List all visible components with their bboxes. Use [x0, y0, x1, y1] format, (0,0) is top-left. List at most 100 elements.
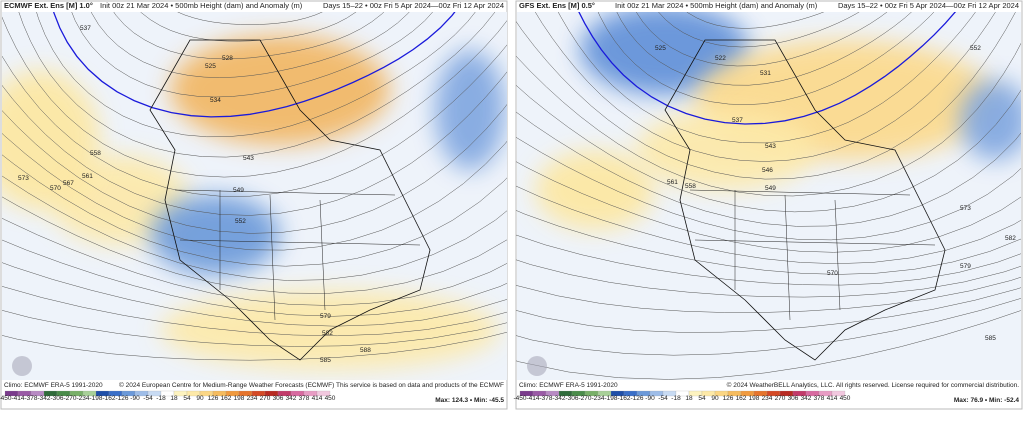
contour-label: 522 — [715, 55, 726, 62]
climo-note: Climo: ECMWF ERA-5 1991-2020 — [4, 382, 103, 389]
contour-label: 549 — [233, 187, 244, 194]
credit-note: © 2024 WeatherBELL Analytics, LLC. All r… — [727, 381, 1020, 389]
colorbar-label: 414 — [312, 395, 323, 402]
contour — [2, 196, 507, 294]
colorbar-label: -306 — [50, 395, 63, 402]
colorbar-label: -378 — [24, 395, 37, 402]
colorbar-label: -54 — [143, 395, 153, 402]
contour — [2, 286, 507, 337]
colorbar-label: -414 — [526, 395, 539, 402]
key-contour — [53, 12, 456, 118]
colorbar-label: 162 — [736, 395, 747, 402]
anomaly-area — [170, 35, 390, 145]
contour-label: 537 — [732, 117, 743, 124]
contour-label: 534 — [210, 97, 221, 104]
contour — [686, 12, 825, 29]
borders — [174, 189, 421, 321]
contour-label: 549 — [765, 185, 776, 192]
contour-label: 570 — [50, 185, 61, 192]
contour — [2, 262, 507, 327]
contour — [516, 136, 1021, 241]
contour — [90, 12, 410, 78]
colorbar-label: 270 — [260, 395, 271, 402]
colorbar-label: -342 — [37, 395, 50, 402]
contour-label: 582 — [322, 330, 333, 337]
colorbar-label: 234 — [762, 395, 773, 402]
logo — [527, 356, 547, 376]
colorbar-bin — [316, 390, 331, 397]
anomaly-area — [960, 80, 1021, 160]
colorbar-label: -450 — [513, 395, 526, 402]
contour — [18, 12, 496, 158]
colorbar-label: 54 — [698, 395, 706, 402]
colorbar-label: 270 — [775, 395, 786, 402]
colorbar-label: 162 — [221, 395, 232, 402]
colorbar-label: -18 — [671, 395, 681, 402]
contour-label: 570 — [827, 270, 838, 277]
contour — [177, 12, 323, 25]
contour — [516, 84, 1021, 213]
colorbar-bin — [831, 390, 846, 397]
contour — [113, 12, 385, 60]
anomaly-area — [635, 110, 815, 190]
colorbar-label: 378 — [814, 395, 825, 402]
coastline — [664, 39, 946, 361]
contour — [2, 71, 507, 216]
colorbar-label: 414 — [827, 395, 838, 402]
contour — [516, 111, 1021, 227]
contour-label: 537 — [80, 25, 91, 32]
colorbar-label: -198 — [89, 395, 102, 402]
contour-label: 543 — [243, 155, 254, 162]
colorbar-label: -90 — [645, 395, 655, 402]
contour — [516, 210, 1021, 275]
contour — [534, 12, 996, 162]
contour-label: 543 — [765, 143, 776, 150]
contour — [2, 16, 507, 178]
contour-label: 528 — [222, 55, 233, 62]
colorbar-label: 18 — [685, 395, 693, 402]
contour — [71, 12, 434, 98]
colorbar-label: 378 — [299, 395, 310, 402]
contour — [2, 104, 507, 234]
borders — [689, 189, 936, 321]
contour — [2, 154, 507, 267]
colorbar-label: -450 — [0, 395, 12, 402]
contour — [2, 217, 507, 306]
anomaly-area — [535, 150, 655, 230]
colorbar-label: 234 — [247, 395, 258, 402]
colorbar-label: -126 — [115, 395, 128, 402]
contour-label: 588 — [360, 347, 371, 354]
colorbar-label: -126 — [630, 395, 643, 402]
colorbar-label: -270 — [63, 395, 76, 402]
colorbar-label: 450 — [325, 395, 336, 402]
colorbar-label: 450 — [840, 395, 851, 402]
panel-border — [515, 0, 1023, 410]
contour — [658, 12, 860, 48]
contour — [2, 331, 507, 361]
colorbar-label: 342 — [801, 395, 812, 402]
contour — [516, 42, 1021, 197]
stats: Max: 124.3 • Min: -45.5 — [435, 397, 504, 404]
colorbar-label: -234 — [76, 395, 89, 402]
contour-label: 552 — [235, 218, 246, 225]
colorbar-label: 342 — [286, 395, 297, 402]
contour — [2, 175, 507, 281]
colorbar-label: -162 — [617, 395, 630, 402]
contour — [516, 12, 1016, 180]
colorbar-label: -306 — [565, 395, 578, 402]
contour — [635, 12, 888, 67]
key-contour — [578, 12, 957, 125]
contour-label: 558 — [90, 150, 101, 157]
panel-period: Days 15–22 • 00z Fri 5 Apr 2024—00z Fri … — [838, 1, 1019, 10]
contour — [140, 12, 357, 42]
contour — [516, 298, 1021, 356]
logo — [12, 356, 32, 376]
contour — [557, 12, 976, 144]
contour — [2, 133, 507, 251]
contour-label: 585 — [985, 335, 996, 342]
contour-label: 525 — [205, 63, 216, 70]
panel-subtitle: Init 00z 21 Mar 2024 • 500mb Height (dam… — [615, 1, 818, 10]
anomaly-area — [435, 50, 505, 170]
contour — [516, 185, 1021, 264]
